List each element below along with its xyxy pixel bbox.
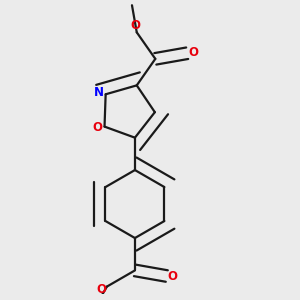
Text: O: O — [188, 46, 198, 59]
Text: O: O — [168, 269, 178, 283]
Text: O: O — [92, 122, 102, 134]
Text: O: O — [96, 283, 106, 296]
Text: O: O — [130, 20, 140, 32]
Text: N: N — [94, 86, 103, 99]
